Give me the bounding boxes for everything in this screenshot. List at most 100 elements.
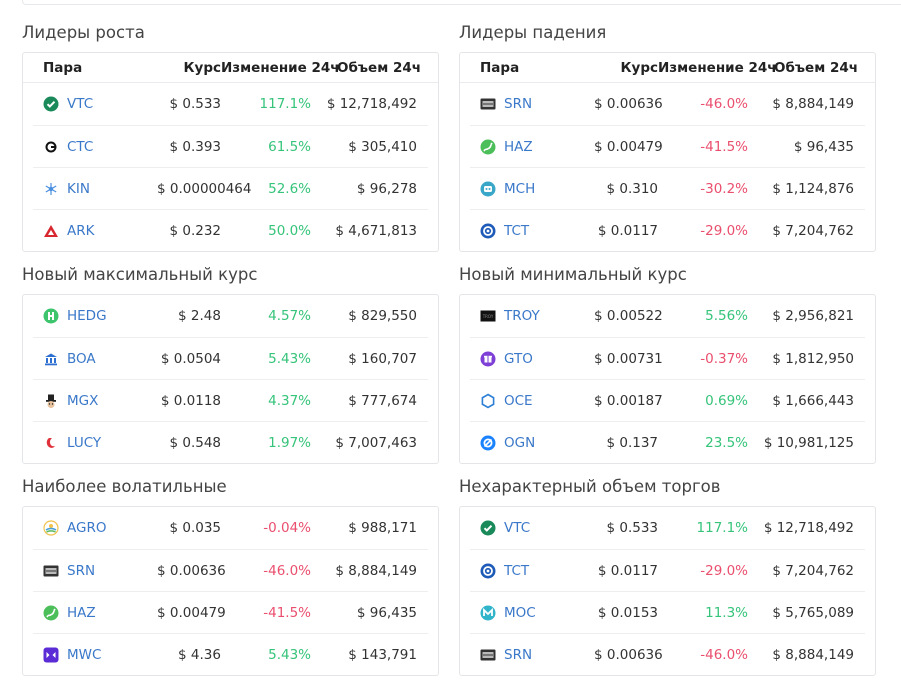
price-cell: $ 0.00479 <box>157 604 226 621</box>
table-row[interactable]: KIN $ 0.00000464 52.6% $ 96,278 <box>33 167 428 209</box>
pair-symbol-link[interactable]: TCT <box>504 222 530 239</box>
pair-cell: MCH <box>470 181 594 197</box>
pair-symbol-link[interactable]: OGN <box>504 434 536 451</box>
table-row[interactable]: HAZ $ 0.00479 -41.5% $ 96,435 <box>470 125 865 167</box>
price-cell: $ 0.035 <box>169 520 221 536</box>
price-cell: $ 0.0117 <box>597 562 658 579</box>
pair-symbol-link[interactable]: MCH <box>504 180 536 197</box>
table-row[interactable]: TCT $ 0.0117 -29.0% $ 7,204,762 <box>470 209 865 251</box>
pair-cell: LUCY <box>33 435 157 451</box>
table-row[interactable]: MCH $ 0.310 -30.2% $ 1,124,876 <box>470 167 865 209</box>
table-row[interactable]: ARK $ 0.232 50.0% $ 4,671,813 <box>33 209 428 251</box>
header-volume[interactable]: Объем 24ч <box>337 59 421 76</box>
mgx-icon <box>43 393 59 409</box>
vtc-icon <box>43 96 59 112</box>
volume-cell: $ 7,204,762 <box>772 222 854 239</box>
table-row[interactable]: VTC $ 0.533 117.1% $ 12,718,492 <box>470 507 865 549</box>
price-cell: $ 0.00636 <box>594 646 663 663</box>
section-most-volatile: Наиболее волатильные AGRO $ 0.035 -0.04% $ … <box>22 476 439 676</box>
header-change[interactable]: Изменение 24ч <box>658 59 777 76</box>
ogn-icon <box>480 435 496 451</box>
table-row[interactable]: TCT $ 0.0117 -29.0% $ 7,204,762 <box>470 549 865 591</box>
pair-symbol-link[interactable]: MGX <box>67 392 99 409</box>
price-cell: $ 4.36 <box>178 646 221 663</box>
table-row[interactable]: CTC $ 0.393 61.5% $ 305,410 <box>33 125 428 167</box>
change-cell: -29.0% <box>700 222 748 239</box>
pair-symbol-link[interactable]: HAZ <box>67 604 96 621</box>
change-cell: 5.43% <box>268 646 311 663</box>
pair-symbol-link[interactable]: CTC <box>67 138 94 155</box>
volume-cell: $ 8,884,149 <box>335 562 417 579</box>
pair-symbol-link[interactable]: SRN <box>67 562 96 579</box>
pair-symbol-link[interactable]: MOC <box>504 604 536 621</box>
volume-cell: $ 1,666,443 <box>772 392 854 409</box>
volume-cell: $ 7,007,463 <box>335 434 417 451</box>
pair-cell: AGRO <box>33 520 157 536</box>
table-row[interactable]: HEDG $ 2.48 4.57% $ 829,550 <box>33 295 428 337</box>
change-cell: 1.97% <box>268 434 311 451</box>
pair-symbol-link[interactable]: GTO <box>504 350 533 367</box>
table-row[interactable]: HAZ $ 0.00479 -41.5% $ 96,435 <box>33 591 428 633</box>
table-row[interactable]: SRN $ 0.00636 -46.0% $ 8,884,149 <box>33 549 428 591</box>
table-row[interactable]: BOA $ 0.0504 5.43% $ 160,707 <box>33 337 428 379</box>
pair-cell: TROY TROY <box>470 308 594 324</box>
pair-symbol-link[interactable]: VTC <box>67 96 94 112</box>
table-row[interactable]: MOC $ 0.0153 11.3% $ 5,765,089 <box>470 591 865 633</box>
section-unusual-volume: Нехарактерный объем торгов VTC $ 0.533 117… <box>459 476 876 676</box>
change-cell: -0.04% <box>263 520 311 536</box>
pair-cell: MOC <box>470 605 594 621</box>
change-cell: 4.37% <box>268 392 311 409</box>
price-cell: $ 0.00000464 <box>157 180 252 197</box>
table-row[interactable]: VTC $ 0.533 117.1% $ 12,718,492 <box>33 83 428 125</box>
market-table: AGRO $ 0.035 -0.04% $ 988,171 SRN $ 0.00636 -4… <box>22 506 439 676</box>
pair-symbol-link[interactable]: VTC <box>504 520 531 536</box>
table-row[interactable]: MWC $ 4.36 5.43% $ 143,791 <box>33 633 428 675</box>
price-cell: $ 0.232 <box>169 222 221 239</box>
price-cell: $ 0.00522 <box>594 308 663 324</box>
pair-symbol-link[interactable]: SRN <box>504 96 533 112</box>
table-row[interactable]: TROY TROY $ 0.00522 5.56% $ 2,956,821 <box>470 295 865 337</box>
volume-cell: $ 777,674 <box>348 392 417 409</box>
table-row[interactable]: OGN $ 0.137 23.5% $ 10,981,125 <box>470 421 865 463</box>
pair-symbol-link[interactable]: OCE <box>504 392 533 409</box>
header-pair[interactable]: Пара <box>43 59 83 76</box>
pair-symbol-link[interactable]: AGRO <box>67 520 107 536</box>
section-new-high: Новый максимальный курс HEDG $ 2.48 4.57% $… <box>22 264 439 464</box>
header-change[interactable]: Изменение 24ч <box>221 59 340 76</box>
table-row[interactable]: LUCY $ 0.548 1.97% $ 7,007,463 <box>33 421 428 463</box>
table-row[interactable]: GTO $ 0.00731 -0.37% $ 1,812,950 <box>470 337 865 379</box>
pair-symbol-link[interactable]: HEDG <box>67 308 107 324</box>
price-cell: $ 0.548 <box>169 434 221 451</box>
volume-cell: $ 160,707 <box>348 350 417 367</box>
price-cell: $ 0.00187 <box>594 392 663 409</box>
pair-symbol-link[interactable]: HAZ <box>504 138 533 155</box>
pair-symbol-link[interactable]: ARK <box>67 222 95 239</box>
section-top-losers: Лидеры падения Пара Курс Изменение 24ч О… <box>459 22 876 252</box>
oce-icon <box>480 393 496 409</box>
pair-symbol-link[interactable]: TCT <box>504 562 530 579</box>
table-row[interactable]: SRN $ 0.00636 -46.0% $ 8,884,149 <box>470 633 865 675</box>
pair-symbol-link[interactable]: LUCY <box>67 434 102 451</box>
table-row[interactable]: MGX $ 0.0118 4.37% $ 777,674 <box>33 379 428 421</box>
table-row[interactable]: SRN $ 0.00636 -46.0% $ 8,884,149 <box>470 83 865 125</box>
price-cell: $ 0.0153 <box>597 604 658 621</box>
header-volume[interactable]: Объем 24ч <box>774 59 858 76</box>
header-price[interactable]: Курс <box>620 59 658 76</box>
change-cell: 52.6% <box>268 180 311 197</box>
change-cell: 5.56% <box>705 308 748 324</box>
change-cell: -41.5% <box>700 138 748 155</box>
table-row[interactable]: OCE $ 0.00187 0.69% $ 1,666,443 <box>470 379 865 421</box>
pair-symbol-link[interactable]: MWC <box>67 646 102 663</box>
pair-symbol-link[interactable]: KIN <box>67 180 90 197</box>
table-row[interactable]: AGRO $ 0.035 -0.04% $ 988,171 <box>33 507 428 549</box>
kin-icon <box>43 181 59 197</box>
pair-cell: SRN <box>33 563 157 579</box>
section-title: Лидеры роста <box>22 23 145 42</box>
header-price[interactable]: Курс <box>183 59 221 76</box>
pair-symbol-link[interactable]: SRN <box>504 646 533 663</box>
pair-symbol-link[interactable]: BOA <box>67 350 96 367</box>
pair-cell: OCE <box>470 393 594 409</box>
boa-icon <box>43 351 59 367</box>
pair-symbol-link[interactable]: TROY <box>504 308 540 324</box>
header-pair[interactable]: Пара <box>480 59 520 76</box>
